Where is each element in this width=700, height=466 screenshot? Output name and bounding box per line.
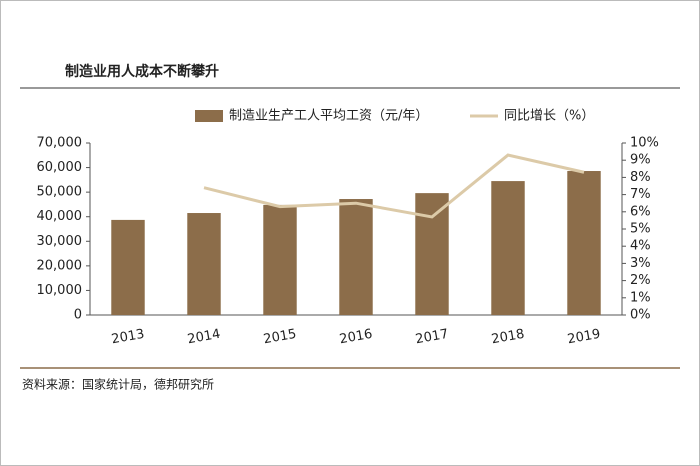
chart-title: 制造业用人成本不断攀升 xyxy=(65,63,219,80)
y-tick-label: 40,000 xyxy=(37,209,83,224)
legend-label: 制造业生产工人平均工资（元/年） xyxy=(229,109,428,124)
y2-tick-label: 8% xyxy=(630,170,651,185)
bar xyxy=(567,171,601,315)
y2-tick-label: 10% xyxy=(630,136,659,151)
x-tick-label: 2014 xyxy=(186,327,221,348)
y2-tick-label: 3% xyxy=(630,256,651,271)
y-tick-label: 20,000 xyxy=(37,258,83,273)
bar xyxy=(263,204,297,315)
y2-tick-label: 7% xyxy=(630,187,651,202)
y2-tick-label: 4% xyxy=(630,239,651,254)
x-tick-label: 2016 xyxy=(338,327,373,348)
y2-tick-label: 9% xyxy=(630,153,651,168)
y-tick-label: 50,000 xyxy=(37,185,83,200)
source: 资料来源：国家统计局，德邦研究所 xyxy=(22,377,214,392)
y2-tick-label: 1% xyxy=(630,290,651,305)
bar xyxy=(111,219,145,315)
x-tick-label: 2015 xyxy=(262,327,297,348)
y2-tick-label: 5% xyxy=(630,222,651,237)
x-tick-label: 2013 xyxy=(110,327,145,348)
legend-swatch xyxy=(195,110,223,122)
y-tick-label: 30,000 xyxy=(37,234,83,249)
y-tick-label: 70,000 xyxy=(37,136,83,151)
y-tick-label: 60,000 xyxy=(37,160,83,175)
bar xyxy=(339,199,373,315)
y-tick-label: 10,000 xyxy=(37,283,83,298)
bar xyxy=(415,193,449,315)
bar xyxy=(187,213,221,315)
y2-tick-label: 2% xyxy=(630,273,651,288)
y2-tick-label: 0% xyxy=(630,308,651,323)
line xyxy=(203,153,585,219)
legend-label: 同比增长（%） xyxy=(504,109,594,124)
y-tick-label: 0 xyxy=(74,308,82,323)
bar xyxy=(491,181,525,315)
x-tick-label: 2018 xyxy=(490,327,525,348)
y2-tick-label: 6% xyxy=(630,204,651,219)
x-tick-label: 2017 xyxy=(414,327,449,348)
x-tick-label: 2019 xyxy=(566,327,601,348)
